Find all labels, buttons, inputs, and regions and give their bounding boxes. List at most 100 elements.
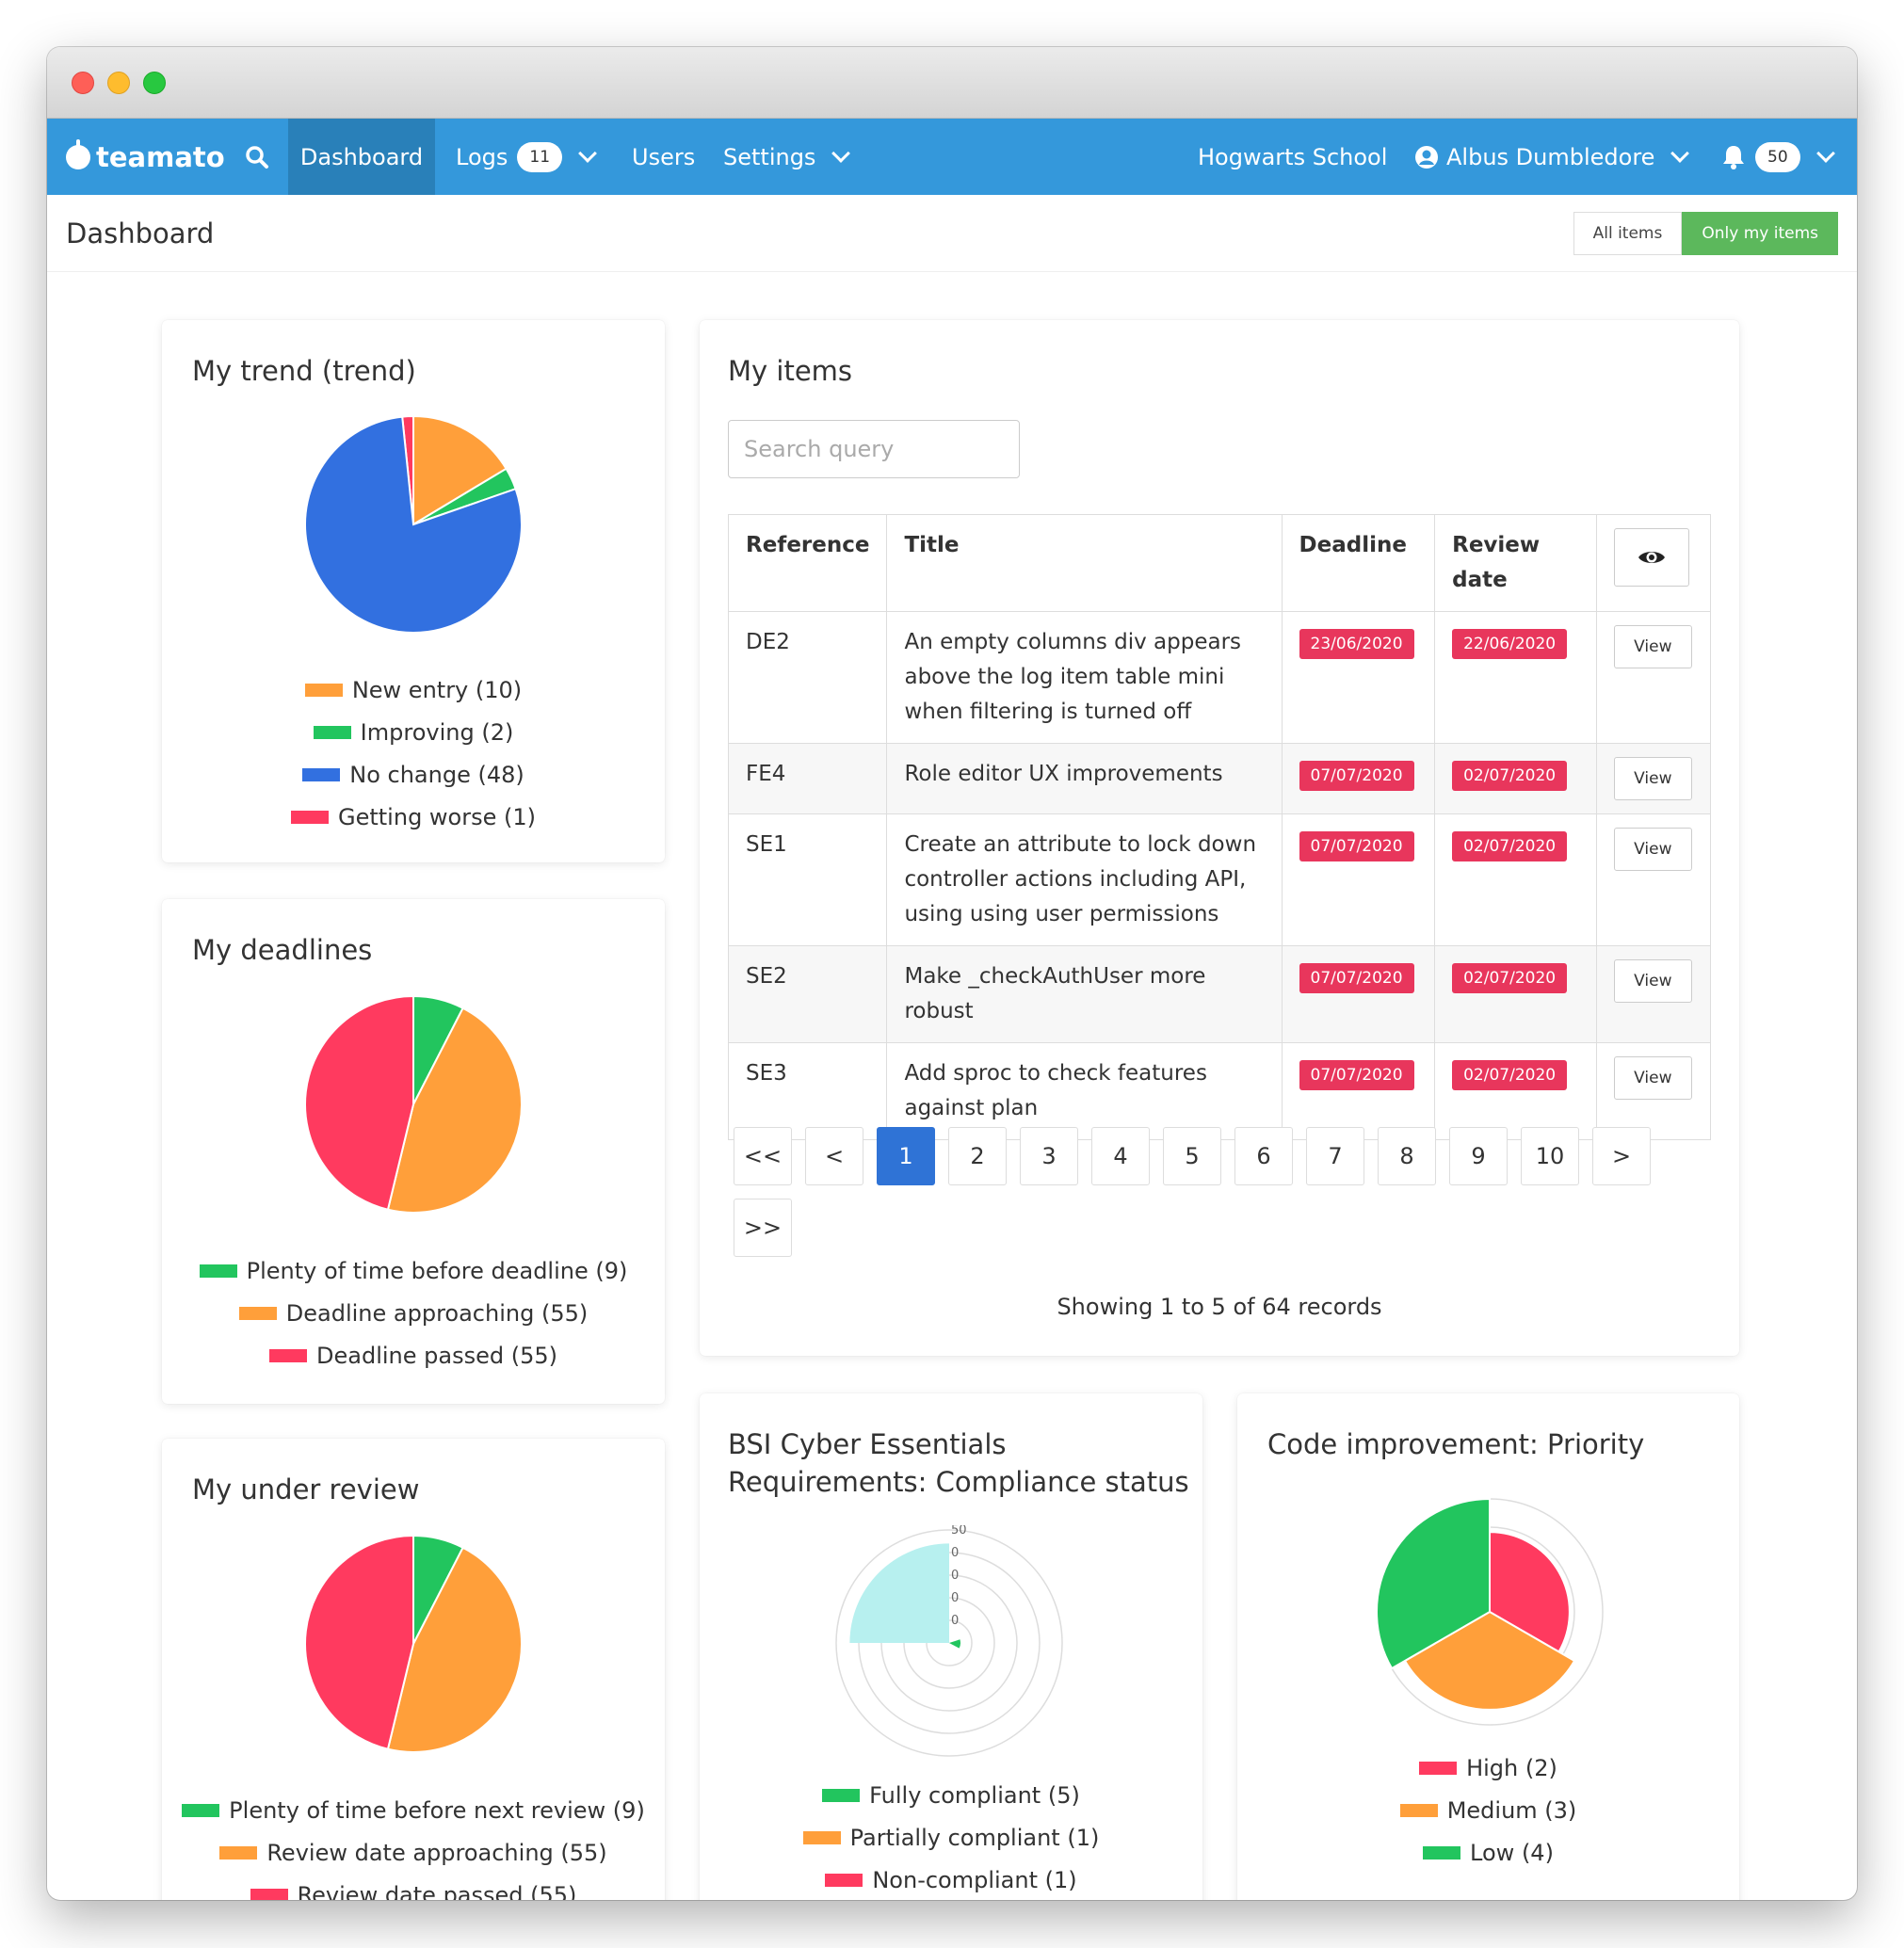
row-action-cell: View	[1596, 743, 1711, 814]
page-button[interactable]: 10	[1521, 1127, 1579, 1185]
close-window-button[interactable]	[72, 72, 94, 94]
bsi-legend-item[interactable]: Partially compliant (1)	[700, 1816, 1202, 1859]
nav-dashboard[interactable]: Dashboard	[288, 119, 435, 195]
bsi-legend-item[interactable]: Fully compliant (5)	[700, 1774, 1202, 1816]
bsi-tick-label: 0	[951, 1569, 959, 1583]
nav-school[interactable]: Hogwarts School	[1198, 143, 1388, 170]
deadline-badge: 23/06/2020	[1299, 629, 1414, 659]
row-title: An empty columns div appears above the l…	[886, 611, 1283, 744]
row-reference: SE2	[727, 945, 888, 1043]
table-row: FE4 Role editor UX improvements 07/07/2020…	[727, 743, 1711, 814]
chevron-down-icon	[831, 143, 851, 163]
page-button[interactable]: 6	[1234, 1127, 1293, 1185]
deadlines-legend-item[interactable]: Deadline approaching (55)	[162, 1292, 665, 1334]
deadlines-legend-item[interactable]: Deadline passed (55)	[162, 1334, 665, 1376]
bsi-segment-1[interactable]	[949, 1639, 960, 1649]
code-legend-item[interactable]: High (2)	[1237, 1747, 1739, 1789]
trend-legend-item[interactable]: Getting worse (1)	[162, 796, 665, 838]
minimize-window-button[interactable]	[107, 72, 130, 94]
code-segment-2[interactable]	[1376, 1497, 1491, 1670]
view-button[interactable]: View	[1614, 1056, 1692, 1100]
bsi-segment-0[interactable]	[849, 1543, 949, 1643]
page-button[interactable]: 3	[1020, 1127, 1078, 1185]
view-button[interactable]: View	[1614, 959, 1692, 1003]
page-button[interactable]: 2	[948, 1127, 1007, 1185]
bsi-legend-label: Fully compliant (5)	[869, 1781, 1080, 1809]
page-button[interactable]: 7	[1306, 1127, 1364, 1185]
user-name: Albus Dumbledore	[1446, 143, 1655, 170]
view-button[interactable]: View	[1614, 828, 1692, 871]
nav-users[interactable]: Users	[632, 143, 696, 170]
bsi-legend-swatch	[802, 1830, 841, 1844]
deadlines-legend-swatch	[199, 1264, 237, 1278]
column-visibility-button[interactable]	[1614, 528, 1690, 587]
page-button[interactable]: 5	[1163, 1127, 1221, 1185]
search-icon[interactable]	[245, 119, 269, 195]
page-button[interactable]: <<	[734, 1127, 792, 1185]
review-legend-item[interactable]: Review date approaching (55)	[162, 1831, 665, 1874]
nav-settings[interactable]: Settings	[723, 119, 851, 195]
page-subheader: Dashboard All items Only my items	[47, 195, 1857, 272]
review-legend-item[interactable]: Review date passed (55)	[162, 1874, 665, 1900]
row-title: Add sproc to check features against plan	[886, 1042, 1283, 1140]
review-legend-label: Review date passed (55)	[297, 1881, 577, 1901]
trend-slice-2[interactable]	[304, 415, 523, 634]
page-button[interactable]: 9	[1449, 1127, 1508, 1185]
code-legend-item[interactable]: Low (4)	[1237, 1831, 1739, 1874]
only-my-items-button[interactable]: Only my items	[1682, 212, 1838, 255]
trend-legend-label: New entry (10)	[351, 676, 523, 703]
page-button[interactable]: 8	[1378, 1127, 1436, 1185]
browser-window: teamato Dashboard Logs 11 Users Settings…	[47, 47, 1857, 1900]
deadlines-legend-label: Plenty of time before deadline (9)	[246, 1257, 628, 1284]
review-date-badge: 02/07/2020	[1452, 1060, 1568, 1090]
review-slice-1[interactable]	[386, 1546, 523, 1753]
row-review-cell: 22/06/2020	[1434, 611, 1598, 744]
row-deadline-cell: 07/07/2020	[1281, 743, 1436, 814]
page-button[interactable]: 1	[877, 1127, 935, 1185]
code-segment-0[interactable]	[1489, 1531, 1571, 1653]
reference-header[interactable]: Reference	[727, 514, 888, 612]
trend-legend-label: Improving (2)	[360, 718, 514, 746]
deadlines-legend-swatch	[269, 1348, 307, 1362]
row-action-cell: View	[1596, 813, 1711, 946]
deadlines-slice-2[interactable]	[304, 994, 414, 1211]
page-button[interactable]: <	[805, 1127, 863, 1185]
table-row: DE2 An empty columns div appears above th…	[727, 611, 1711, 744]
view-button[interactable]: View	[1614, 757, 1692, 800]
title-header[interactable]: Title	[886, 514, 1283, 612]
review-date-header[interactable]: Review date	[1434, 514, 1598, 612]
items-search-input[interactable]	[728, 420, 1020, 478]
deadlines-legend-item[interactable]: Plenty of time before deadline (9)	[162, 1249, 665, 1292]
page-button[interactable]: >>	[734, 1199, 792, 1257]
maximize-window-button[interactable]	[143, 72, 166, 94]
row-title: Make _checkAuthUser more robust	[886, 945, 1283, 1043]
review-card: My under review Plenty of time before ne…	[162, 1439, 665, 1900]
review-pie-chart	[304, 1534, 523, 1753]
code-card: Code improvement: Priority High (2) Mediu…	[1237, 1393, 1739, 1900]
table-row: SE1 Create an attribute to lock down cont…	[727, 813, 1711, 946]
page-button[interactable]: >	[1592, 1127, 1651, 1185]
all-items-button[interactable]: All items	[1573, 212, 1683, 255]
trend-slice-0[interactable]	[412, 414, 508, 526]
code-legend-swatch	[1419, 1761, 1458, 1775]
bsi-legend-item[interactable]: Non-compliant (1)	[700, 1859, 1202, 1900]
nav-user-menu[interactable]: Albus Dumbledore	[1414, 119, 1690, 195]
code-legend-label: Low (4)	[1470, 1839, 1554, 1866]
trend-legend-item[interactable]: Improving (2)	[162, 711, 665, 753]
brand-logo[interactable]: teamato	[66, 119, 225, 195]
notifications-menu[interactable]: 50	[1721, 119, 1835, 195]
page-button[interactable]: 4	[1091, 1127, 1150, 1185]
trend-legend-item[interactable]: New entry (10)	[162, 668, 665, 711]
deadline-header[interactable]: Deadline	[1281, 514, 1436, 612]
items-title: My items	[728, 355, 853, 387]
deadlines-slice-1[interactable]	[386, 1006, 523, 1214]
code-legend-item[interactable]: Medium (3)	[1237, 1789, 1739, 1831]
nav-logs[interactable]: Logs 11	[456, 119, 597, 195]
review-legend-item[interactable]: Plenty of time before next review (9)	[162, 1789, 665, 1831]
trend-legend-item[interactable]: No change (48)	[162, 753, 665, 796]
deadline-badge: 07/07/2020	[1299, 963, 1414, 993]
bsi-tick-label: 0	[951, 1591, 959, 1605]
view-button[interactable]: View	[1614, 625, 1692, 668]
row-action-cell: View	[1596, 1042, 1711, 1140]
review-slice-2[interactable]	[304, 1534, 414, 1750]
